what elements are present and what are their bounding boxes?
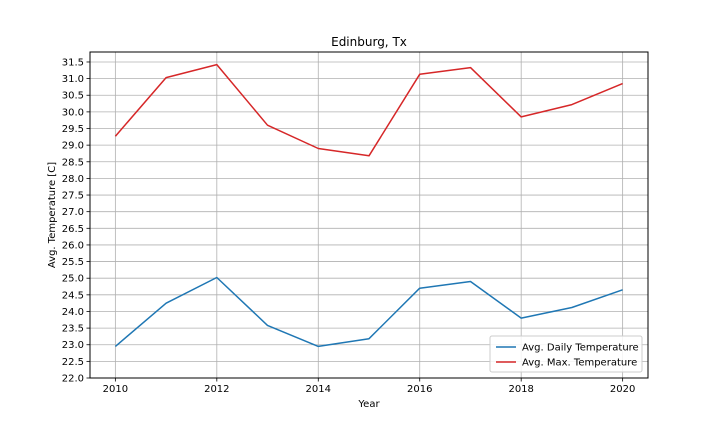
x-tick-label: 2018 (508, 384, 533, 395)
y-tick-label: 26.0 (62, 240, 84, 251)
y-tick-label: 23.0 (62, 340, 84, 351)
series-line-avg-daily (114, 276, 623, 348)
x-tick-label: 2012 (204, 384, 229, 395)
y-tick-label: 26.5 (62, 224, 84, 235)
y-tick-label: 27.0 (62, 207, 84, 218)
series-lines (114, 63, 623, 348)
plot-frame (89, 51, 649, 379)
chart-title: Edinburg, Tx (331, 35, 407, 49)
legend-label: Avg. Max. Temperature (522, 358, 637, 369)
y-tick-label: 27.5 (62, 191, 84, 202)
y-tick-label: 31.5 (62, 57, 84, 68)
x-tick-label: 2020 (610, 384, 635, 395)
y-axis-label: Avg. Temperature [C] (47, 162, 58, 268)
y-tick-label: 28.5 (62, 157, 84, 168)
legend-label: Avg. Daily Temperature (522, 343, 639, 354)
legend-box (489, 335, 643, 373)
y-tick-label: 25.5 (62, 257, 84, 268)
y-tick-label: 30.5 (62, 91, 84, 102)
y-tick-label: 25.0 (62, 274, 84, 285)
y-tick-label: 30.0 (62, 107, 84, 118)
grid-lines (90, 52, 648, 379)
y-tick-label: 29.5 (62, 124, 84, 135)
y-tick-label: 31.0 (62, 74, 84, 85)
y-tick-label: 24.5 (62, 290, 84, 301)
series-line-avg-max (114, 63, 623, 157)
y-axis: 22.0 22.5 23.0 23.5 24.0 24.5 25.0 25.5 26.0 26.5… (62, 57, 90, 385)
x-axis-label: Year (357, 399, 380, 410)
y-tick-label: 28.0 (62, 174, 84, 185)
x-tick-label: 2014 (306, 384, 331, 395)
y-tick-label: 23.5 (62, 324, 84, 335)
y-tick-label: 22.5 (62, 357, 84, 368)
x-tick-label: 2010 (103, 384, 128, 395)
y-tick-label: 24.0 (62, 307, 84, 318)
x-tick-label: 2016 (407, 384, 432, 395)
y-tick-label: 29.0 (62, 141, 84, 152)
y-tick-label: 22.0 (62, 374, 84, 385)
x-axis: 2010 2012 2014 2016 2018 2020 (103, 378, 635, 395)
legend: Avg. Daily Temperature Avg. Max. Temperat… (489, 335, 643, 373)
